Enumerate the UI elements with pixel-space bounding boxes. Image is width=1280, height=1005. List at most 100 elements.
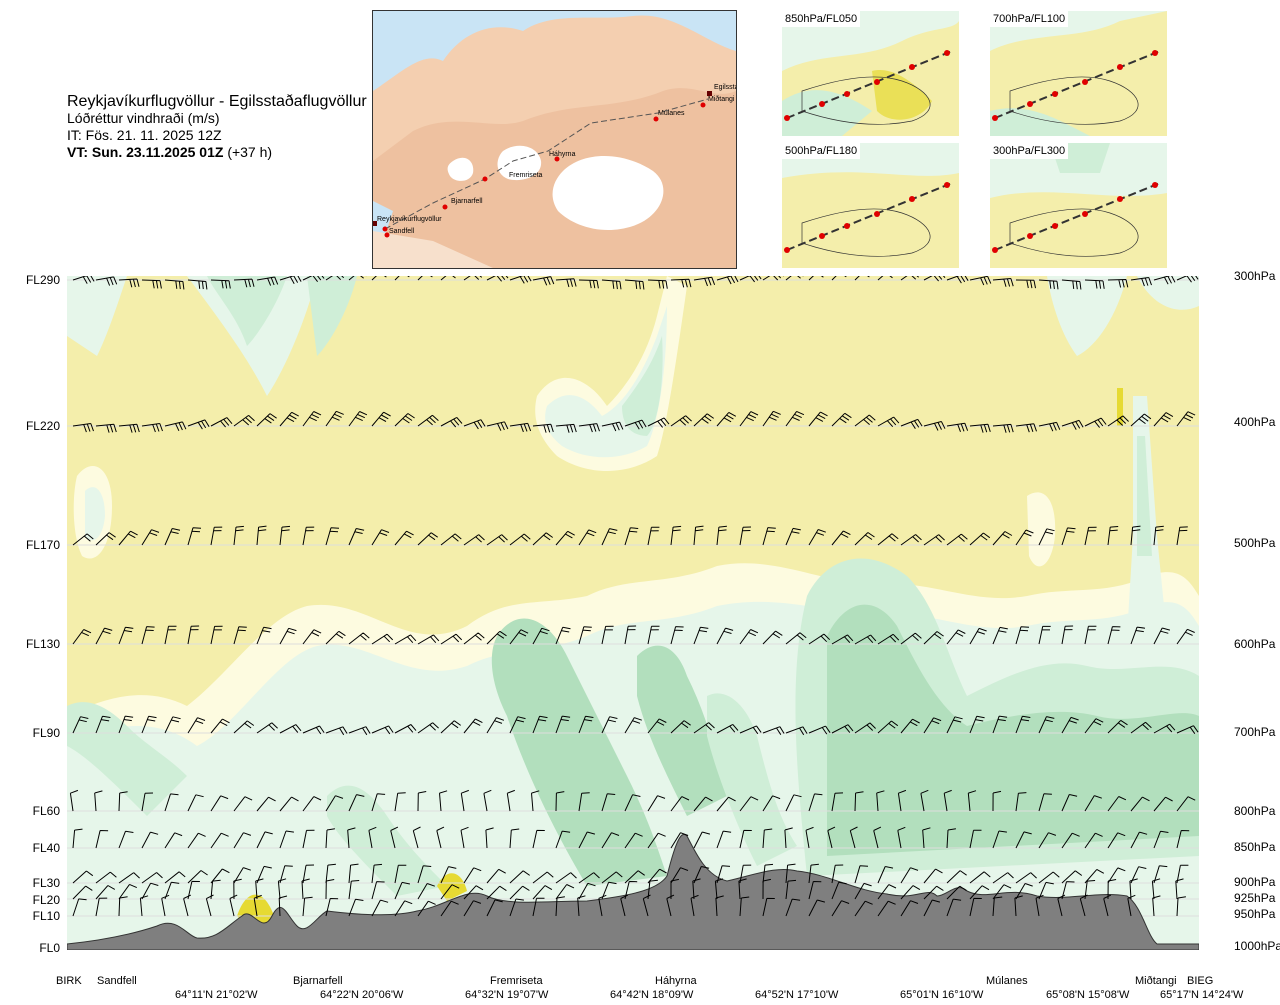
wind-barb — [601, 832, 620, 849]
wind-barb — [900, 885, 921, 900]
wind-barb — [141, 792, 154, 812]
wind-barb — [785, 863, 796, 884]
wind-barb — [1175, 878, 1184, 900]
wind-barb — [992, 790, 1002, 812]
wind-barb — [578, 882, 596, 900]
wind-barb — [808, 899, 826, 917]
wind-barb — [72, 274, 95, 284]
wind-barb — [1129, 878, 1138, 900]
wind-barb — [785, 527, 801, 546]
wind-barb — [95, 897, 108, 917]
wind-barb — [666, 894, 675, 917]
wind-barb — [601, 871, 623, 884]
wind-barb — [578, 529, 597, 546]
wind-barb — [715, 895, 724, 917]
wind-barb — [854, 900, 873, 917]
wind-barb — [95, 423, 117, 433]
wind-barb — [1015, 883, 1033, 900]
wind-barb — [624, 870, 645, 884]
map-label-hahyrna: Háhyrna — [549, 151, 576, 158]
wind-barb — [873, 826, 882, 849]
wind-barb — [555, 530, 575, 546]
wind-barb — [854, 634, 877, 645]
wind-barb — [1107, 796, 1127, 812]
wind-barb — [1176, 411, 1196, 427]
wind-barb — [141, 423, 163, 433]
wind-barb — [578, 279, 599, 289]
wind-barb — [647, 625, 660, 645]
map-label-midtangi: Miðtangi — [708, 95, 735, 103]
wind-barb — [808, 881, 822, 900]
wind-barb — [693, 722, 715, 734]
fl-label: FL40 — [32, 841, 60, 855]
wind-barb — [670, 626, 684, 645]
wind-barb — [371, 793, 386, 812]
wind-barb — [440, 866, 457, 884]
wind-barb — [967, 790, 977, 812]
wind-barb — [969, 627, 987, 645]
wind-barb — [210, 718, 230, 734]
wind-barb — [808, 411, 828, 427]
wind-barb — [506, 789, 515, 812]
wind-barb — [440, 416, 463, 428]
wind-barb — [900, 900, 919, 917]
wind-barb — [187, 870, 208, 884]
wind-barb — [1015, 423, 1037, 433]
wind-barb — [738, 878, 747, 900]
wind-barb — [279, 525, 291, 546]
wind-barb — [1084, 832, 1103, 849]
wind-barb — [440, 720, 461, 734]
wind-barb — [95, 715, 111, 734]
wind-barb — [739, 272, 762, 283]
wind-barb — [141, 715, 157, 734]
wind-barb — [187, 625, 200, 645]
wind-barb — [509, 885, 530, 900]
wind-barb — [946, 629, 966, 645]
wind-barb — [762, 630, 783, 645]
wind-barb — [642, 894, 651, 917]
wind-barb — [139, 895, 149, 917]
wind-barb — [532, 532, 553, 546]
wind-barb — [1176, 896, 1186, 917]
wind-barb — [900, 534, 922, 546]
wind-barb — [992, 830, 1007, 849]
wind-barb — [1176, 272, 1199, 283]
wind-barb — [463, 718, 483, 734]
wind-barb — [1084, 279, 1105, 289]
wind-barb — [1152, 895, 1161, 917]
map-label-fremriseta: Fremriseta — [509, 172, 543, 179]
wind-barb — [555, 884, 575, 900]
mini-map-label: 300hPa/FL300 — [990, 143, 1069, 159]
wind-barb — [555, 423, 577, 433]
wind-barb — [95, 830, 109, 849]
wind-barb — [463, 632, 485, 645]
wind-barb — [302, 796, 322, 812]
wind-barb — [969, 897, 982, 917]
coordinate-label: 64°11'N 21°02'W — [175, 989, 258, 1001]
wind-barb — [1130, 721, 1152, 734]
wind-barb — [555, 715, 571, 734]
wind-barb — [739, 896, 750, 917]
initial-time: IT: Fös. 21. 11. 2025 12Z — [67, 127, 222, 143]
wind-barb — [302, 629, 322, 645]
wind-barb — [72, 423, 94, 433]
variable-title: Lóðréttur vindhraði (m/s) — [67, 110, 220, 126]
wind-barb — [118, 530, 138, 546]
wind-barb — [670, 525, 682, 546]
fl-label: FL130 — [25, 637, 60, 651]
hpa-label: 400hPa — [1234, 415, 1276, 429]
wind-barb — [460, 789, 469, 812]
wind-barb — [1084, 718, 1104, 734]
wind-barb — [969, 532, 991, 546]
wind-barb — [371, 529, 390, 546]
wind-barb — [348, 880, 360, 900]
wind-barb — [943, 789, 952, 812]
wind-barb — [877, 866, 894, 884]
wind-barb — [417, 883, 435, 900]
wind-barb — [601, 793, 616, 812]
wind-barb — [509, 828, 520, 849]
wind-barb — [532, 276, 555, 286]
wind-barb — [762, 897, 775, 917]
waypoint-label: Miðtangi — [1135, 975, 1177, 987]
waypoint-label: Fremriseta — [490, 975, 543, 987]
